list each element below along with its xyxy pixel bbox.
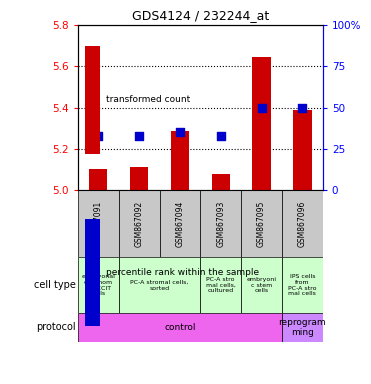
Bar [130, 167, 148, 190]
Bar [78, 190, 119, 257]
Point [218, 132, 224, 139]
Text: embryoni
c stem
cells: embryoni c stem cells [247, 277, 276, 293]
Bar [241, 257, 282, 313]
Point [299, 104, 305, 111]
Bar [241, 190, 282, 257]
Bar [200, 257, 241, 313]
Text: GSM867093: GSM867093 [216, 200, 225, 247]
Text: GSM867094: GSM867094 [175, 200, 184, 247]
Text: percentile rank within the sample: percentile rank within the sample [106, 268, 259, 277]
Bar [252, 57, 271, 190]
Bar [119, 257, 200, 313]
Point [259, 104, 265, 111]
Text: GSM867096: GSM867096 [298, 200, 307, 247]
Text: protocol: protocol [36, 322, 76, 333]
Text: embryonal
carcinom
a NCCIT
cells: embryonal carcinom a NCCIT cells [81, 274, 115, 296]
Text: transformed count: transformed count [106, 95, 190, 104]
Title: GDS4124 / 232244_at: GDS4124 / 232244_at [132, 9, 269, 22]
Text: GSM867092: GSM867092 [135, 200, 144, 247]
Bar [282, 190, 323, 257]
Text: reprogram
ming: reprogram ming [279, 318, 326, 337]
Bar [78, 313, 282, 342]
Point [95, 132, 101, 139]
Bar [78, 257, 119, 313]
Bar [282, 257, 323, 313]
Bar [119, 190, 160, 257]
Bar [293, 109, 312, 190]
Bar [85, 219, 100, 326]
Bar [211, 174, 230, 190]
Point [136, 132, 142, 139]
Text: IPS cells
from
PC-A stro
mal cells: IPS cells from PC-A stro mal cells [288, 274, 316, 296]
Bar [282, 313, 323, 342]
Text: PC-A stromal cells,
sorted: PC-A stromal cells, sorted [130, 280, 189, 291]
Bar [200, 190, 241, 257]
Text: PC-A stro
mal cells,
cultured: PC-A stro mal cells, cultured [206, 277, 236, 293]
Bar [85, 46, 100, 154]
Bar [171, 131, 189, 190]
Text: control: control [164, 323, 196, 332]
Bar [89, 169, 108, 190]
Bar [160, 190, 200, 257]
Text: cell type: cell type [34, 280, 76, 290]
Text: GSM867095: GSM867095 [257, 200, 266, 247]
Point [177, 129, 183, 135]
Text: GSM867091: GSM867091 [94, 200, 103, 247]
